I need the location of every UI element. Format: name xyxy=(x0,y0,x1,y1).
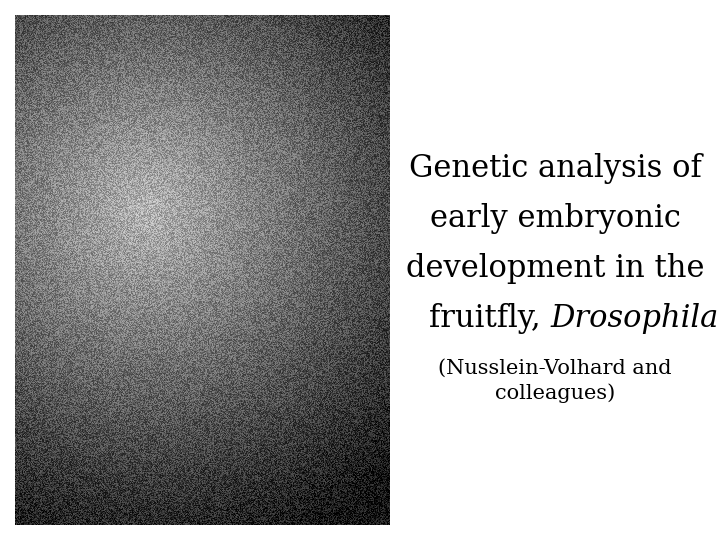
Text: Genetic analysis of: Genetic analysis of xyxy=(409,152,701,184)
Text: Drosophila: Drosophila xyxy=(550,302,719,334)
Text: development in the: development in the xyxy=(406,253,704,284)
Bar xyxy=(15,15,390,525)
Text: (Nusslein-Volhard and: (Nusslein-Volhard and xyxy=(438,359,672,377)
Text: colleagues): colleagues) xyxy=(495,383,615,403)
Text: fruitfly,: fruitfly, xyxy=(428,302,550,334)
Text: early embryonic: early embryonic xyxy=(430,202,680,233)
